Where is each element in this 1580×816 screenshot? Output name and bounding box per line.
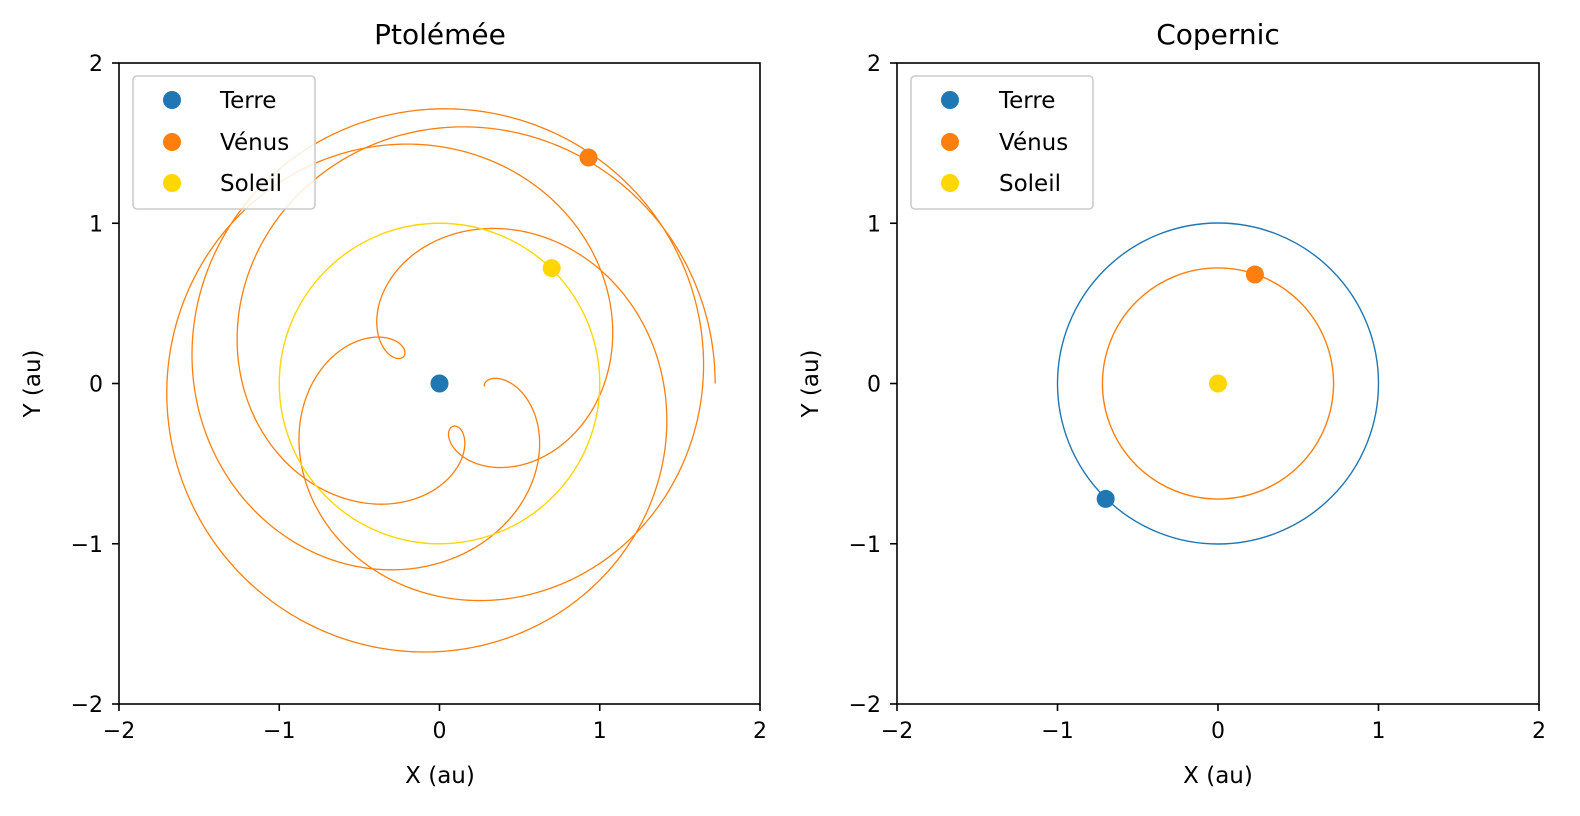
x-tick-label: 2 [1532, 719, 1546, 744]
chart-title: Copernic [1156, 18, 1280, 51]
legend-label: Terre [219, 88, 276, 114]
y-axis-label: Y (au) [798, 350, 824, 419]
legend-marker-terre [941, 91, 959, 109]
x-tick-label: −1 [263, 719, 295, 744]
axis-ticks [112, 62, 761, 711]
y-tick-label: −2 [71, 693, 103, 718]
x-tick-label: 1 [593, 719, 607, 744]
orbit-path-venus [1101, 267, 1335, 500]
legend-marker-terre [163, 91, 181, 109]
y-tick-label: 2 [867, 52, 881, 77]
legend-box [132, 75, 316, 210]
legend-label: Vénus [999, 130, 1068, 156]
legend-label: Terre [998, 88, 1055, 114]
y-tick-label: −1 [71, 533, 103, 558]
legend-label: Soleil [999, 171, 1061, 197]
x-tick-label: −2 [103, 719, 135, 744]
marker-terre [1096, 489, 1115, 508]
ptolemy-panel: Ptolémée −2 −1 0 1 2 −2 −1 0 1 2 [20, 18, 767, 789]
y-tick-label: 1 [867, 212, 881, 237]
y-tick-label: −1 [849, 533, 881, 558]
legend-marker-venus [941, 133, 959, 151]
x-axis-label: X (au) [405, 763, 475, 789]
y-tick-label: 1 [89, 212, 103, 237]
orbit-path-terre [1056, 222, 1380, 545]
marker-venus [1245, 265, 1264, 284]
y-tick-label: 0 [89, 373, 103, 398]
axis-ticks [890, 62, 1540, 711]
plot-area [1056, 222, 1380, 545]
legend: Terre Vénus Soleil [132, 75, 316, 210]
y-tick-labels: −2 −1 0 1 2 [71, 52, 103, 718]
x-axis-label: X (au) [1183, 763, 1253, 789]
legend-marker-soleil [941, 174, 959, 192]
orbit-path-soleil [278, 222, 601, 545]
y-tick-label: 2 [89, 52, 103, 77]
y-tick-label: 0 [867, 373, 881, 398]
x-tick-label: 0 [1211, 719, 1225, 744]
legend-label: Soleil [220, 171, 282, 197]
legend-marker-venus [163, 133, 181, 151]
legend: Terre Vénus Soleil [910, 75, 1094, 210]
legend-marker-soleil [163, 174, 181, 192]
x-tick-label: 1 [1372, 719, 1386, 744]
x-tick-label: −1 [1041, 719, 1073, 744]
copernicus-panel: Copernic −2 −1 0 1 2 −2 −1 0 1 2 [798, 18, 1546, 789]
marker-venus [579, 148, 598, 167]
marker-soleil [542, 259, 561, 278]
x-tick-labels: −2 −1 0 1 2 [103, 719, 767, 744]
y-axis-label: Y (au) [20, 350, 46, 419]
x-tick-label: −2 [881, 719, 913, 744]
marker-terre [430, 374, 449, 393]
legend-label: Vénus [220, 130, 289, 156]
marker-soleil [1209, 374, 1227, 393]
chart-title: Ptolémée [374, 18, 506, 51]
y-tick-labels: −2 −1 0 1 2 [849, 52, 881, 718]
legend-box [910, 75, 1094, 210]
x-tick-label: 0 [433, 719, 447, 744]
x-tick-labels: −2 −1 0 1 2 [881, 719, 1546, 744]
x-tick-label: 2 [753, 719, 767, 744]
y-tick-label: −2 [849, 693, 881, 718]
